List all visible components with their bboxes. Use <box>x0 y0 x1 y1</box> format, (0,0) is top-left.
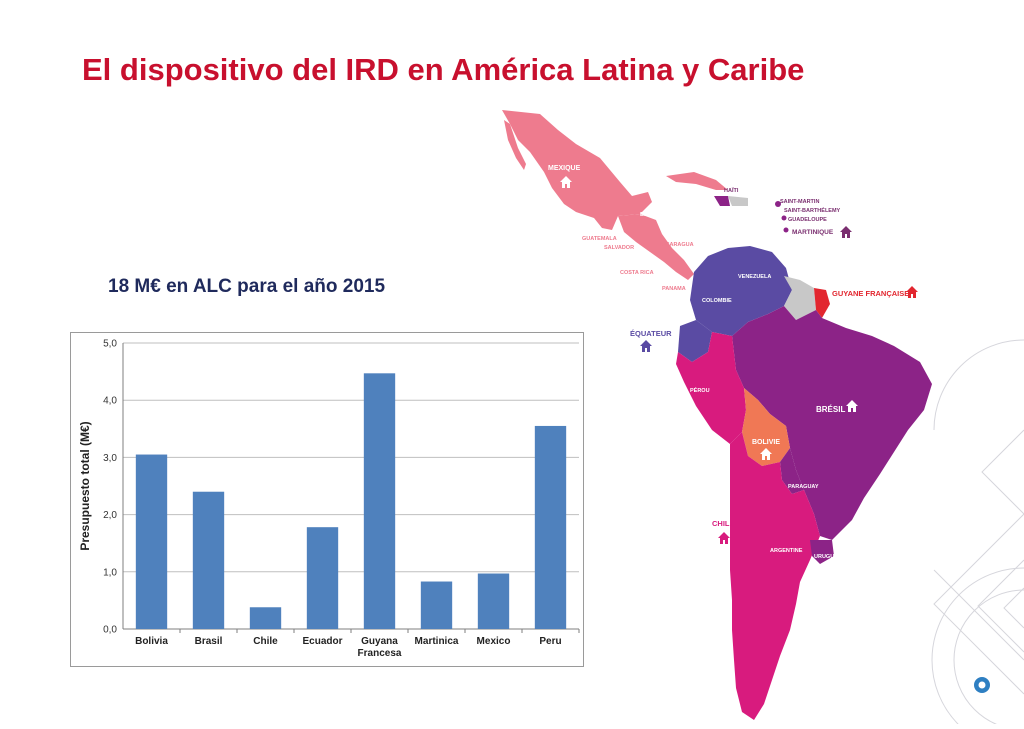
brazil-region <box>732 306 932 540</box>
latin-america-map: MEXIQUE CUBA HAÏTI SAINT-MARTIN SAINT-BA… <box>480 100 1024 724</box>
house-icon <box>760 448 772 460</box>
bar-mexico <box>477 573 510 629</box>
label-guyane: GUYANE FRANÇAISE <box>832 289 909 298</box>
y-tick-label: 2,0 <box>103 510 117 521</box>
budget-subtitle: 18 M€ en ALC para el año 2015 <box>108 276 386 297</box>
label-bolivie: BOLIVIE <box>752 439 780 446</box>
y-tick-label: 1,0 <box>103 567 117 578</box>
x-tick-label: Francesa <box>358 648 402 659</box>
uruguay-region <box>810 540 834 564</box>
label-mexique: MEXIQUE <box>548 165 581 172</box>
label-venezuela: VENEZUELA <box>738 274 771 280</box>
guyane-region <box>814 288 830 318</box>
x-tick-label: Ecuador <box>302 636 342 647</box>
southern-cone-region <box>730 432 820 720</box>
label-salvador: SALVADOR <box>604 245 634 251</box>
label-perou: PÉROU <box>690 386 710 394</box>
label-uruguay: URUGUAY <box>814 554 842 560</box>
label-chili: CHILI <box>712 519 732 528</box>
label-nicaragua: NICARAGUA <box>660 242 694 248</box>
peru-region <box>676 332 746 444</box>
house-icon <box>840 226 852 238</box>
bolivia-region <box>742 388 790 466</box>
y-tick-label: 4,0 <box>103 396 117 407</box>
budget-bar-chart: 0,0 1,0 2,0 3,0 4,0 5,0 Bolivia Brasil Chile Ecua… <box>70 332 584 667</box>
martinique-dot <box>783 227 789 233</box>
bar-brasil <box>192 491 225 629</box>
x-tick-label: Brasil <box>195 636 223 647</box>
label-saint-martin: SAINT-MARTIN <box>780 199 819 205</box>
x-tick-label: Martinica <box>415 636 459 647</box>
y-tick-label: 3,0 <box>103 453 117 464</box>
colombia-venezuela-region <box>690 246 792 336</box>
y-axis-title: Presupuesto total (M€) <box>78 421 92 550</box>
hispaniola-grey <box>728 196 748 206</box>
house-icon <box>560 176 572 188</box>
bar-bolivia <box>135 454 168 629</box>
label-haiti: HAÏTI <box>724 187 739 194</box>
label-guadeloupe: GUADELOUPE <box>788 217 827 223</box>
label-colombie: COLOMBIE <box>702 298 732 304</box>
label-cuba: CUBA <box>698 170 714 176</box>
label-honduras: HONDURAS <box>660 220 692 226</box>
central-america-region <box>618 214 694 280</box>
mexico-region <box>502 110 652 230</box>
bar-peru <box>534 425 567 629</box>
label-saint-barthelemy: SAINT-BARTHÉLEMY <box>784 206 841 214</box>
ecuador-region <box>678 320 712 362</box>
slide-title: El dispositivo del IRD en América Latina… <box>82 52 805 87</box>
label-costa-rica: COSTA RICA <box>620 270 654 276</box>
bar-guyana-francesa <box>363 373 396 629</box>
decorative-line-pattern <box>920 330 1024 729</box>
x-tick-label: Peru <box>539 636 561 647</box>
house-icon <box>906 286 918 298</box>
house-icon <box>718 532 730 544</box>
bar-chile <box>249 607 282 629</box>
paraguay-region <box>780 448 804 494</box>
deco-svg <box>931 339 1024 729</box>
guadeloupe-dot <box>781 215 787 221</box>
y-tick-label: 0,0 <box>103 625 117 636</box>
label-martinique: MARTINIQUE <box>792 229 834 236</box>
label-belize: BÉLIZE <box>640 210 660 218</box>
label-equateur: ÉQUATEUR <box>630 329 672 338</box>
label-guatemala: GUATEMALA <box>582 236 617 242</box>
label-panama: PANAMA <box>662 286 686 292</box>
guyana-suriname-grey <box>784 276 816 320</box>
haiti-island <box>714 196 730 206</box>
bar-ecuador <box>306 527 339 629</box>
chart-canvas: 0,0 1,0 2,0 3,0 4,0 5,0 Bolivia Brasil Chile Ecua… <box>78 339 580 659</box>
cuba-island <box>666 172 728 190</box>
house-icon <box>846 400 858 412</box>
x-tick-label: Chile <box>253 636 278 647</box>
label-bresil: BRÉSIL <box>816 405 845 414</box>
map-svg: MEXIQUE CUBA HAÏTI SAINT-MARTIN SAINT-BA… <box>502 110 932 720</box>
saint-martin-dot <box>775 201 781 207</box>
bar-martinica <box>420 581 453 629</box>
x-tick-label: Mexico <box>477 636 511 647</box>
label-argentine: ARGENTINE <box>770 548 803 554</box>
label-paraguay: PARAGUAY <box>788 484 819 490</box>
x-tick-label: Guyana <box>361 636 398 647</box>
house-icon <box>640 340 652 352</box>
y-tick-label: 5,0 <box>103 339 117 350</box>
x-tick-label: Bolivia <box>135 636 168 647</box>
baja-california <box>504 120 526 170</box>
